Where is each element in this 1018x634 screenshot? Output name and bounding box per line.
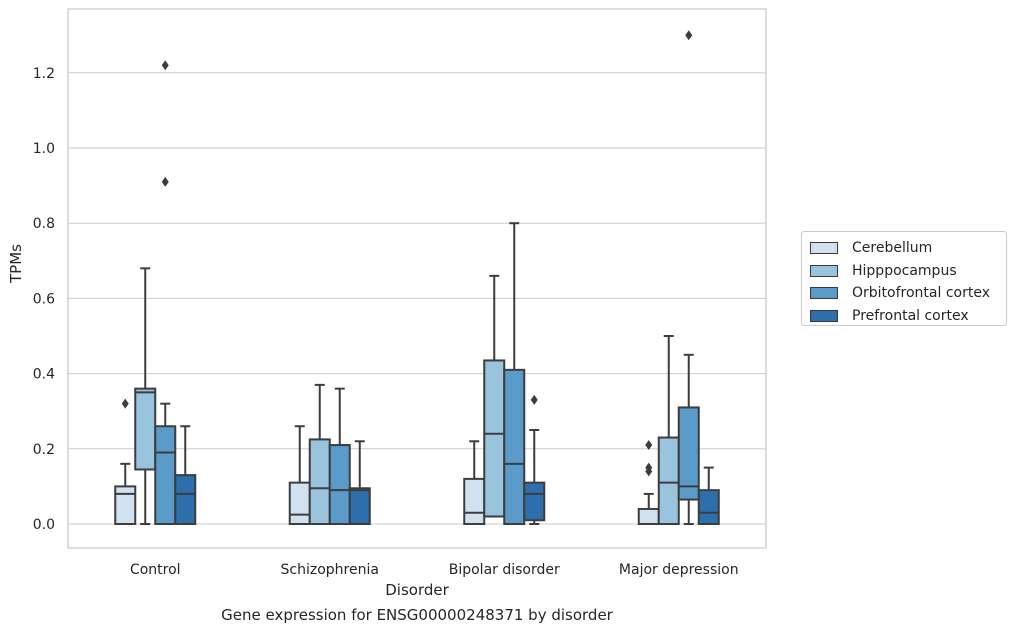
y-tick-label: 0.2 <box>33 442 55 458</box>
x-tick-label: Major depression <box>619 562 739 578</box>
box <box>288 481 311 526</box>
outlier-point <box>530 394 538 405</box>
y-tick-label: 0.4 <box>33 367 55 383</box>
box <box>134 387 157 471</box>
legend-swatch-prefrontal-cortex <box>810 309 838 322</box>
box <box>114 485 137 525</box>
outlier-point <box>121 398 129 409</box>
legend-swatch-hippocampus <box>810 264 838 277</box>
outlier-point <box>685 30 693 41</box>
legend-item-prefrontal-cortex: Prefrontal cortex <box>810 305 1006 328</box>
legend-swatch-orbitofrontal-cortex <box>810 287 838 300</box>
x-tick-label: Bipolar disorder <box>449 562 560 578</box>
legend-label-prefrontal-cortex: Prefrontal cortex <box>852 307 969 324</box>
outlier-point <box>645 440 653 451</box>
chart-legend: Cerebellum Hipppocampus Orbitofrontal co… <box>801 231 1007 326</box>
box <box>483 359 506 518</box>
figure-caption: Gene expression for ENSG00000248371 by d… <box>221 606 613 624</box>
box <box>523 481 546 522</box>
y-tick-label: 1.0 <box>33 141 55 157</box>
y-tick-label: 0.6 <box>33 291 55 307</box>
box <box>348 487 371 525</box>
box <box>174 474 197 525</box>
box <box>697 489 720 526</box>
x-axis-label: Disorder <box>385 581 449 599</box>
box <box>657 436 680 525</box>
y-tick-label: 0.0 <box>33 517 55 533</box>
y-tick-label: 0.8 <box>33 216 55 232</box>
outlier-point <box>161 176 169 187</box>
x-tick-label: Control <box>130 562 181 578</box>
legend-label-orbitofrontal-cortex: Orbitofrontal cortex <box>852 285 990 302</box>
legend-item-cerebellum: Cerebellum <box>810 237 1006 260</box>
box <box>503 368 526 525</box>
legend-item-orbitofrontal-cortex: Orbitofrontal cortex <box>810 282 1006 305</box>
legend-label-hippocampus: Hipppocampus <box>852 262 957 279</box>
legend-label-cerebellum: Cerebellum <box>852 240 933 257</box>
outlier-point <box>161 60 169 71</box>
outlier-point <box>645 462 653 473</box>
box <box>677 406 700 501</box>
box <box>637 507 660 525</box>
box <box>328 444 351 526</box>
legend-item-hippocampus: Hipppocampus <box>810 260 1006 283</box>
box <box>308 438 331 525</box>
legend-swatch-cerebellum <box>810 242 838 255</box>
box <box>463 477 486 526</box>
box <box>154 425 177 525</box>
y-axis-label: TPMs <box>7 244 25 284</box>
plot-frame <box>67 8 767 549</box>
y-tick-label: 1.2 <box>33 66 55 82</box>
x-tick-label: Schizophrenia <box>281 562 379 578</box>
